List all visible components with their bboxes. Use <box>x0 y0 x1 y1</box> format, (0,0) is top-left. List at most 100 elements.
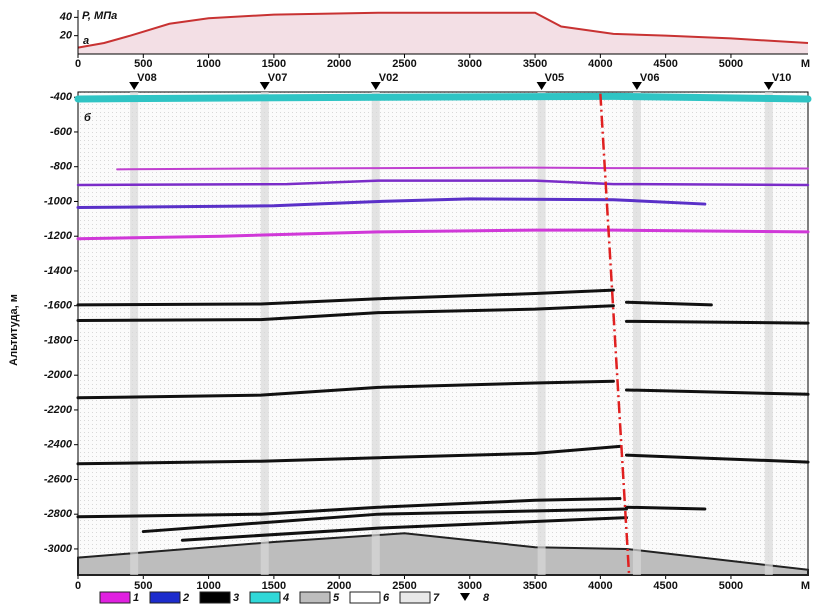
well-column <box>371 92 380 575</box>
well-column <box>537 92 546 575</box>
legend-swatch <box>249 591 281 604</box>
x-tick-label: 3000 <box>458 58 482 70</box>
legend-swatch <box>99 591 131 604</box>
x-tick-label: 2500 <box>392 580 416 592</box>
x-tick-label: 2000 <box>327 580 351 592</box>
y-tick-label: -1000 <box>44 195 73 207</box>
x-tick-label: 500 <box>134 580 152 592</box>
well-column <box>260 92 269 575</box>
y-tick-label: -1200 <box>44 230 73 242</box>
y-tick-label: -2400 <box>44 439 73 451</box>
panel-title: P, МПа <box>82 10 117 22</box>
legend-label: 6 <box>383 592 390 604</box>
x-tick-label: 4000 <box>588 58 612 70</box>
horizon <box>76 497 622 519</box>
x-tick-label: 1000 <box>196 58 220 70</box>
y-tick-label: 40 <box>59 11 73 23</box>
horizon <box>76 179 810 187</box>
well-label: V05 <box>545 72 565 84</box>
x-tick-label: 4000 <box>588 580 612 592</box>
horizon <box>76 444 622 466</box>
well-marker <box>129 82 140 90</box>
x-tick-label: 500 <box>134 58 152 70</box>
horizon <box>624 319 810 325</box>
x-tick-label: 1500 <box>262 580 286 592</box>
well-marker <box>370 82 381 90</box>
legend-label: 5 <box>333 592 340 604</box>
x-tick-label: 3000 <box>458 580 482 592</box>
legend-label: 3 <box>233 592 239 604</box>
legend-swatch <box>399 591 431 604</box>
horizon <box>76 379 615 400</box>
well-column <box>764 92 773 575</box>
fault <box>599 93 631 576</box>
legend-swatch <box>149 591 181 604</box>
well-label: V02 <box>379 72 399 84</box>
x-tick-label: 2000 <box>327 58 351 70</box>
y-tick-label: 20 <box>59 30 73 42</box>
horizon <box>76 228 810 241</box>
y-tick-label: -2800 <box>44 508 73 520</box>
x-unit: M <box>801 580 810 592</box>
y-tick-label: -1600 <box>44 300 73 312</box>
y-tick-label: -2200 <box>44 404 73 416</box>
well-marker <box>763 82 774 90</box>
x-tick-label: 0 <box>75 58 81 70</box>
y-tick-label: -800 <box>50 161 73 173</box>
legend-label: 8 <box>483 592 490 604</box>
x-tick-label: 1500 <box>262 58 286 70</box>
well-marker <box>259 82 270 90</box>
x-unit: M <box>801 58 810 70</box>
horizon <box>624 453 810 464</box>
well-column <box>632 92 641 575</box>
x-tick-label: 1000 <box>196 580 220 592</box>
horizon <box>624 300 713 307</box>
x-tick-label: 5000 <box>719 580 743 592</box>
well-marker <box>536 82 547 90</box>
horizon <box>76 304 615 322</box>
y-tick-label: -1400 <box>44 265 73 277</box>
horizon <box>76 288 615 307</box>
basement <box>77 532 809 576</box>
legend-label: 2 <box>182 592 189 604</box>
x-tick-label: 0 <box>75 580 81 592</box>
y-axis-title: Альтитуда, м <box>8 294 20 366</box>
horizon <box>76 197 707 210</box>
horizon <box>180 516 628 542</box>
well-marker <box>631 82 642 90</box>
horizon <box>141 507 628 534</box>
legend-swatch <box>460 593 470 601</box>
pressure-line <box>77 11 809 49</box>
well-column <box>130 92 139 575</box>
y-tick-label: -1800 <box>44 334 73 346</box>
pressure-area <box>78 12 808 54</box>
well-label: V06 <box>640 72 660 84</box>
legend-swatch <box>349 591 381 604</box>
horizon <box>624 505 707 511</box>
panel-label: a <box>83 35 89 47</box>
legend-swatch <box>199 591 231 604</box>
y-tick-label: -2000 <box>44 369 73 381</box>
x-tick-label: 4500 <box>653 58 677 70</box>
plot-background <box>77 91 809 576</box>
x-tick-label: 2500 <box>392 58 416 70</box>
y-tick-label: -2600 <box>44 473 73 485</box>
well-label: V10 <box>772 72 792 84</box>
x-tick-label: 5000 <box>719 58 743 70</box>
y-tick-label: -600 <box>50 126 73 138</box>
x-tick-label: 3500 <box>523 580 547 592</box>
well-label: V08 <box>137 72 157 84</box>
legend-label: 7 <box>433 592 440 604</box>
y-tick-label: -400 <box>50 91 73 103</box>
x-tick-label: 3500 <box>523 58 547 70</box>
horizon <box>624 388 810 396</box>
horizon <box>116 166 809 171</box>
y-tick-label: -3000 <box>44 543 73 555</box>
legend-label: 1 <box>133 592 139 604</box>
horizon <box>74 92 812 103</box>
well-label: V07 <box>268 72 288 84</box>
panel-label: б <box>84 112 92 124</box>
x-tick-label: 4500 <box>653 580 677 592</box>
legend-swatch <box>299 591 331 604</box>
